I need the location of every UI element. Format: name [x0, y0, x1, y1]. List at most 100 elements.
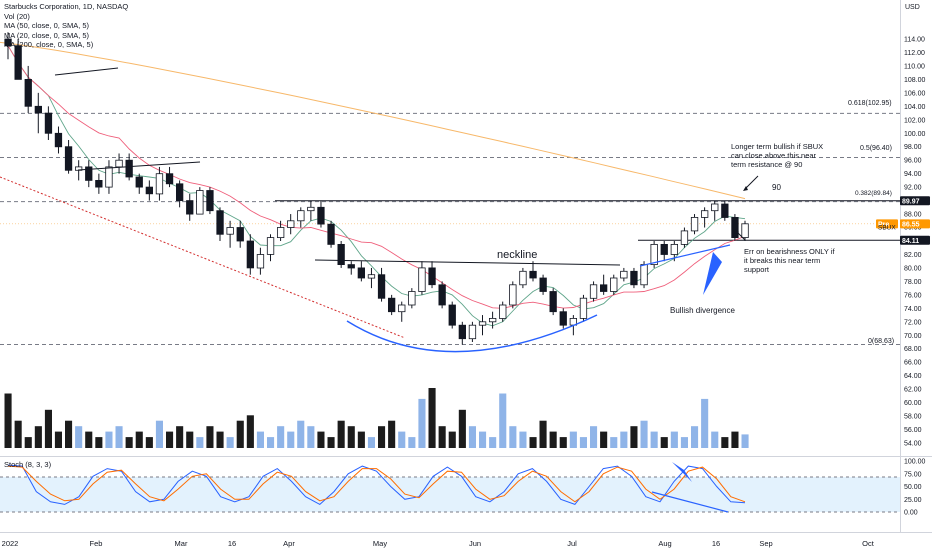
candle-down: [4, 38, 12, 47]
volume-bar: [680, 437, 688, 448]
candle-down: [529, 270, 537, 279]
candle[interactable]: [135, 173, 143, 194]
time-axis[interactable]: 2022 Feb Mar 16 Apr May Jun Jul Aug 16 Sep Oct: [2, 539, 875, 548]
candle[interactable]: [196, 187, 204, 215]
candle[interactable]: [610, 274, 618, 295]
candle[interactable]: [418, 261, 426, 295]
candle[interactable]: [307, 200, 315, 221]
candle[interactable]: [519, 267, 527, 289]
candle[interactable]: [448, 301, 456, 329]
candle[interactable]: [721, 200, 729, 221]
candle[interactable]: [287, 214, 295, 235]
candle[interactable]: [600, 274, 608, 295]
candle[interactable]: [226, 220, 234, 248]
time-tick-label: 16: [712, 539, 720, 548]
indicator-vol[interactable]: Vol (20): [4, 11, 30, 21]
candle[interactable]: [44, 106, 53, 140]
candle[interactable]: [216, 207, 224, 241]
candle[interactable]: [14, 39, 22, 80]
candle[interactable]: [337, 241, 345, 268]
candle-down: [458, 324, 467, 340]
candle-up: [468, 324, 477, 340]
price-tick-label: 110.00: [904, 63, 925, 70]
candle[interactable]: [377, 267, 386, 302]
candle[interactable]: [54, 126, 63, 154]
stoch-band: [0, 477, 900, 512]
candle[interactable]: [488, 311, 497, 329]
indicator-ma20[interactable]: MA (20, close, 0, SMA, 5): [4, 30, 90, 40]
divergence-price-line[interactable]: [639, 244, 731, 267]
candle[interactable]: [731, 214, 739, 241]
candle[interactable]: [387, 294, 396, 316]
indicator-ma50[interactable]: MA (50, close, 0, SMA, 5): [4, 21, 90, 30]
candle[interactable]: [478, 315, 487, 336]
candle[interactable]: [408, 288, 416, 309]
candle[interactable]: [650, 241, 658, 268]
candle[interactable]: [499, 301, 507, 322]
candle[interactable]: [680, 227, 689, 248]
candle-down: [54, 132, 63, 148]
candle[interactable]: [317, 200, 325, 228]
candle[interactable]: [620, 267, 628, 282]
candle[interactable]: [701, 207, 709, 228]
candle[interactable]: [529, 261, 537, 282]
candle[interactable]: [246, 234, 255, 275]
candle[interactable]: [256, 247, 265, 275]
candle[interactable]: [711, 200, 719, 221]
candle[interactable]: [64, 140, 73, 174]
candle[interactable]: [236, 220, 244, 248]
cup-curve[interactable]: [346, 314, 598, 353]
candle[interactable]: [276, 220, 285, 241]
candle[interactable]: [660, 241, 668, 262]
candle[interactable]: [155, 166, 164, 201]
volume-bar: [307, 426, 315, 448]
candle[interactable]: [367, 267, 376, 289]
price-tick-label: 100.00: [904, 131, 926, 138]
volume-bar: [600, 431, 608, 448]
candle[interactable]: [438, 281, 446, 309]
candle[interactable]: [95, 173, 103, 194]
feb-trendline[interactable]: [77, 161, 201, 171]
candle[interactable]: [398, 301, 406, 322]
indicator-ma200[interactable]: MA (200, close, 0, SMA, 5): [4, 40, 94, 49]
candle[interactable]: [34, 92, 42, 134]
candle[interactable]: [327, 220, 335, 248]
candle[interactable]: [458, 321, 467, 345]
price-tick-label: 92.00: [904, 185, 922, 192]
candle[interactable]: [347, 261, 355, 275]
candle[interactable]: [165, 166, 174, 188]
candle[interactable]: [24, 65, 32, 114]
candle[interactable]: [266, 234, 275, 262]
candle[interactable]: [690, 214, 699, 235]
candle-up: [226, 227, 234, 235]
divergence-stoch-line[interactable]: [651, 491, 729, 513]
red-downtrend-line[interactable]: [0, 176, 406, 339]
candle[interactable]: [145, 180, 154, 201]
stoch-axis[interactable]: 100.00 75.00 50.00 25.00 0.00: [904, 459, 926, 517]
candle[interactable]: [105, 160, 113, 194]
candle[interactable]: [549, 288, 557, 316]
candle[interactable]: [428, 261, 436, 289]
candle[interactable]: [297, 207, 305, 228]
price-pane[interactable]: [0, 0, 900, 456]
candle[interactable]: [85, 160, 93, 188]
candle[interactable]: [509, 281, 517, 309]
candle[interactable]: [559, 308, 567, 329]
candle[interactable]: [630, 267, 638, 289]
candle[interactable]: [357, 261, 366, 282]
candle[interactable]: [186, 193, 194, 221]
candle[interactable]: [4, 32, 12, 60]
candle-down: [387, 297, 396, 313]
neckline-line[interactable]: [314, 259, 621, 266]
candle[interactable]: [539, 274, 547, 295]
candle[interactable]: [589, 281, 598, 302]
candle[interactable]: [579, 294, 588, 322]
candle[interactable]: [175, 180, 184, 208]
time-tick-label: May: [373, 539, 387, 548]
early-trendline[interactable]: [54, 67, 119, 76]
candle[interactable]: [741, 220, 749, 241]
candle[interactable]: [468, 321, 477, 342]
candle-down: [549, 291, 557, 313]
candle[interactable]: [206, 187, 214, 215]
